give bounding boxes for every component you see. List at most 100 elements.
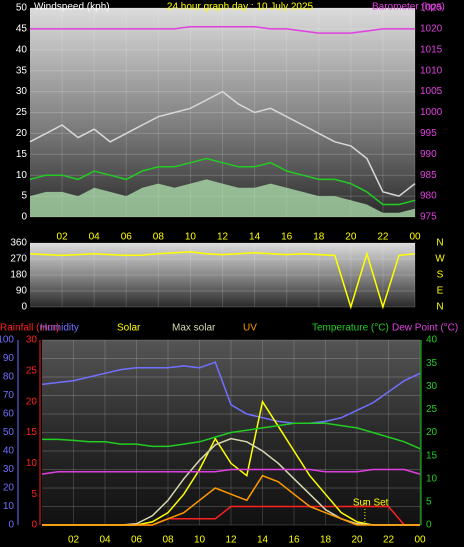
- line: [29, 90, 416, 197]
- legend-entry: Solar: [117, 323, 141, 334]
- x-tick-label: 10: [194, 535, 206, 546]
- y-tick-label: 360: [10, 238, 27, 249]
- y-tick-label: 100: [0, 335, 14, 346]
- line: [41, 361, 421, 425]
- y2-tick-label: 990: [420, 149, 437, 160]
- x-tick-label: 16: [281, 232, 293, 243]
- y3-tick-label: 15: [26, 427, 38, 438]
- y2-axis-label: Barometer (hpa): [372, 2, 445, 13]
- y-tick-label: 50: [3, 427, 15, 438]
- y2-tick-label: W: [435, 254, 445, 265]
- x-tick-label: 08: [162, 535, 174, 546]
- y-tick-label: 45: [16, 24, 28, 35]
- y2-tick-label: 1000: [420, 107, 443, 118]
- plot-area: [30, 8, 415, 217]
- y-tick-label: 90: [16, 286, 28, 297]
- legend-entry: Rainfall (mm): [0, 323, 59, 334]
- y-tick-label: 15: [16, 149, 28, 160]
- legend-entry: Max solar: [172, 323, 216, 334]
- x-tick-label: 04: [89, 232, 101, 243]
- y-tick-label: 270: [10, 254, 27, 265]
- y-tick-label: 20: [16, 128, 28, 139]
- y2-tick-label: S: [437, 270, 444, 281]
- y-tick-label: 5: [21, 191, 27, 202]
- x-tick-label: 22: [377, 232, 389, 243]
- y-tick-label: 35: [16, 65, 28, 76]
- x-tick-label: 18: [320, 535, 332, 546]
- y-tick-label: 60: [3, 409, 15, 420]
- y-tick-label: 25: [16, 107, 28, 118]
- x-tick-label: 20: [345, 232, 357, 243]
- y-tick-label: 30: [16, 86, 28, 97]
- line: [29, 157, 416, 206]
- y-tick-label: 10: [3, 501, 15, 512]
- y2-tick-label: 5: [426, 497, 432, 508]
- x-tick-label: 14: [257, 535, 269, 546]
- line: [29, 251, 416, 310]
- y2-tick-label: 975: [420, 212, 437, 223]
- x-tick-label: 22: [383, 535, 395, 546]
- y2-tick-label: 10: [426, 473, 438, 484]
- x-tick-label: 02: [68, 535, 80, 546]
- y2-tick-label: 15: [426, 450, 438, 461]
- x-tick-label: 16: [288, 535, 300, 546]
- y-tick-label: 180: [10, 270, 27, 281]
- y-tick-label: 0: [8, 520, 14, 531]
- y-tick-label: 40: [3, 446, 15, 457]
- y3-tick-label: 5: [31, 489, 37, 500]
- area: [30, 179, 415, 217]
- legend-entry: Dew Point (°C): [392, 323, 458, 334]
- legend-entry: UV: [243, 323, 257, 334]
- y2-tick-label: 25: [426, 404, 438, 415]
- y2-tick-label: 1010: [420, 65, 443, 76]
- x-tick-label: 06: [121, 232, 133, 243]
- y2-tick-label: 995: [420, 128, 437, 139]
- y3-tick-label: 25: [26, 365, 38, 376]
- legend-entry: Humidity: [40, 323, 79, 334]
- x-tick-label: 20: [351, 535, 363, 546]
- x-tick-label: 02: [57, 232, 69, 243]
- x-tick-label: 00: [414, 535, 426, 546]
- y-tick-label: 70: [3, 390, 15, 401]
- y-axis-label: Windspeed (kph): [34, 2, 110, 13]
- y3-tick-label: 20: [26, 396, 38, 407]
- x-tick-label: 14: [249, 232, 261, 243]
- y-tick-label: 50: [16, 3, 28, 14]
- x-tick-label: 04: [99, 535, 111, 546]
- line: [42, 474, 420, 526]
- y3-tick-label: 0: [31, 520, 37, 531]
- y-tick-label: 90: [3, 353, 15, 364]
- annotation: Sun Set: [353, 498, 389, 509]
- y2-tick-label: 0: [426, 520, 432, 531]
- y2-tick-label: N: [436, 238, 443, 249]
- y-tick-label: 80: [3, 372, 15, 383]
- line: [42, 422, 421, 450]
- y2-tick-label: 35: [426, 358, 438, 369]
- y2-tick-label: 40: [426, 335, 438, 346]
- x-tick-label: 18: [313, 232, 325, 243]
- y2-tick-label: 30: [426, 381, 438, 392]
- x-tick-label: 08: [153, 232, 165, 243]
- y-tick-label: 20: [3, 483, 15, 494]
- y3-tick-label: 30: [26, 335, 38, 346]
- x-tick-label: 10: [185, 232, 197, 243]
- y-tick-label: 40: [16, 44, 28, 55]
- line: [30, 26, 415, 34]
- legend-entry: Temperature (°C): [312, 323, 389, 334]
- y2-tick-label: 1005: [420, 86, 443, 97]
- y2-tick-label: 20: [426, 427, 438, 438]
- y2-tick-label: N: [436, 302, 443, 313]
- x-tick-label: 12: [225, 535, 237, 546]
- x-tick-label: 12: [217, 232, 229, 243]
- line: [41, 468, 421, 475]
- y-tick-label: 10: [16, 170, 28, 181]
- y2-tick-label: 985: [420, 170, 437, 181]
- y-tick-label: 0: [21, 212, 27, 223]
- x-tick-label: 06: [131, 535, 143, 546]
- y-tick-label: 0: [21, 302, 27, 313]
- y3-tick-label: 10: [26, 458, 38, 469]
- y-tick-label: 30: [3, 464, 15, 475]
- x-tick-label: 00: [409, 232, 421, 243]
- chart-title: 24 hour graph day : 10 July 2025: [167, 2, 314, 13]
